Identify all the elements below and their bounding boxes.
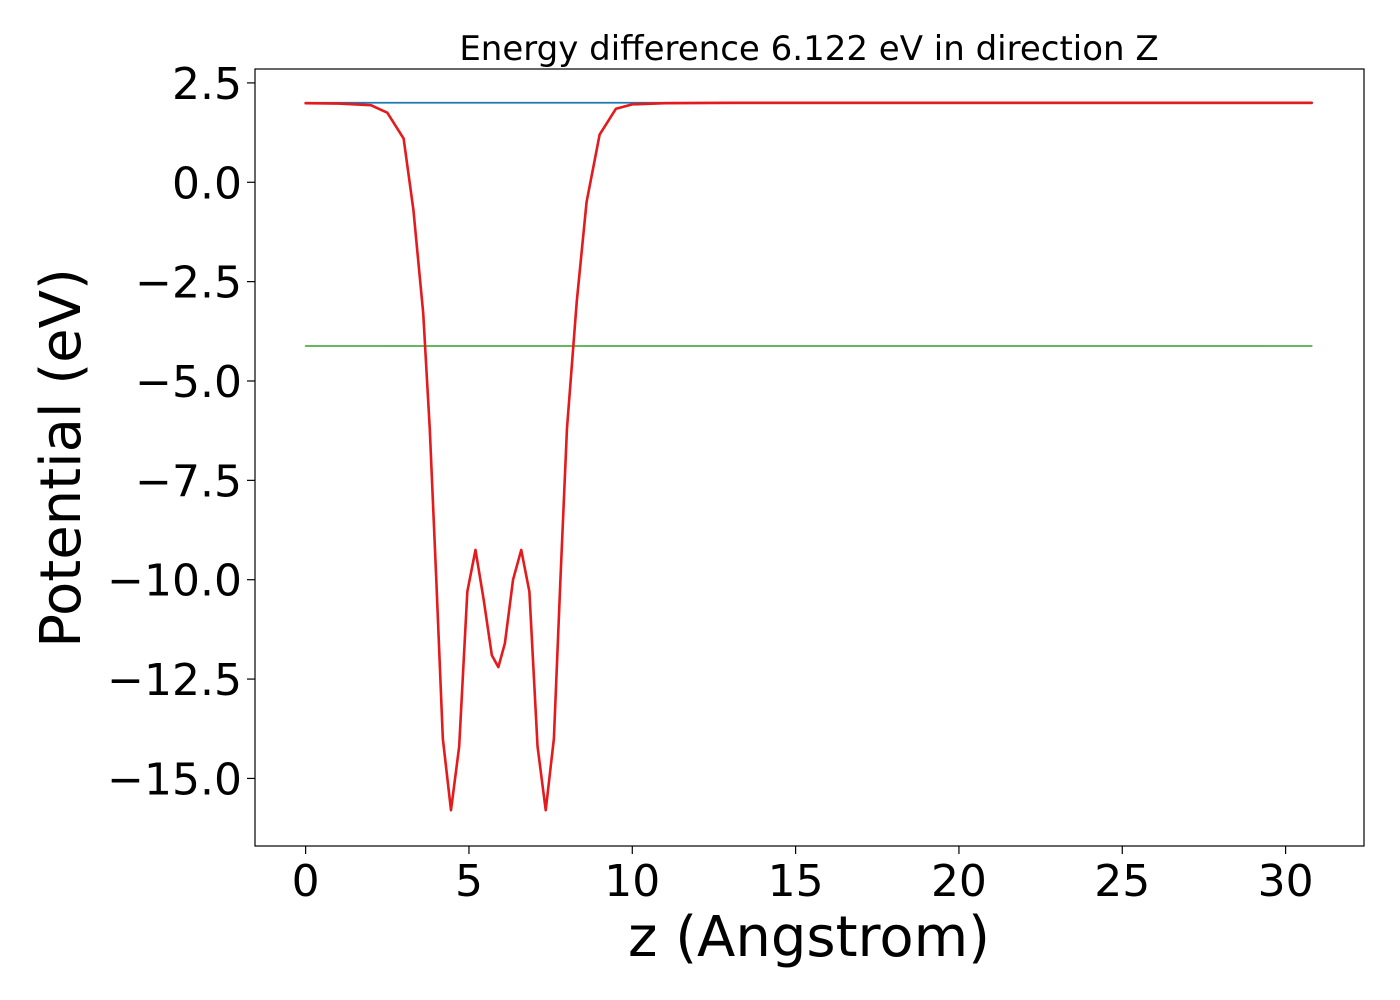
x-tick-label: 30: [1258, 856, 1314, 907]
x-tick-label: 10: [604, 856, 660, 907]
axis-ticks: 0 5 10 15 20 25 30 2.5 0.0 −2.5 −5.0 −7.5 −10.0 −12.5…: [107, 59, 1313, 907]
y-tick-label: −7.5: [135, 456, 242, 507]
chart-title: Energy difference 6.122 eV in direction …: [459, 29, 1158, 69]
y-tick-label: −15.0: [107, 754, 242, 805]
x-tick-label: 5: [455, 856, 483, 907]
y-axis-label: Potential (eV): [29, 268, 94, 648]
x-tick-label: 0: [292, 856, 320, 907]
y-tick-label: −10.0: [107, 556, 242, 607]
y-tick-label: −2.5: [135, 258, 242, 309]
y-tick-label: 2.5: [172, 59, 242, 110]
x-axis-label: z (Angstrom): [628, 905, 990, 970]
x-tick-label: 20: [931, 856, 987, 907]
series-line-3: [304, 101, 1314, 812]
y-tick-label: 0.0: [172, 158, 242, 209]
plot-area: [304, 101, 1314, 812]
y-tick-label: −5.0: [135, 357, 242, 408]
x-tick-label: 15: [768, 856, 824, 907]
y-tick-label: −12.5: [107, 655, 242, 706]
plot-frame: [254, 68, 1365, 847]
x-tick-label: 25: [1094, 856, 1150, 907]
